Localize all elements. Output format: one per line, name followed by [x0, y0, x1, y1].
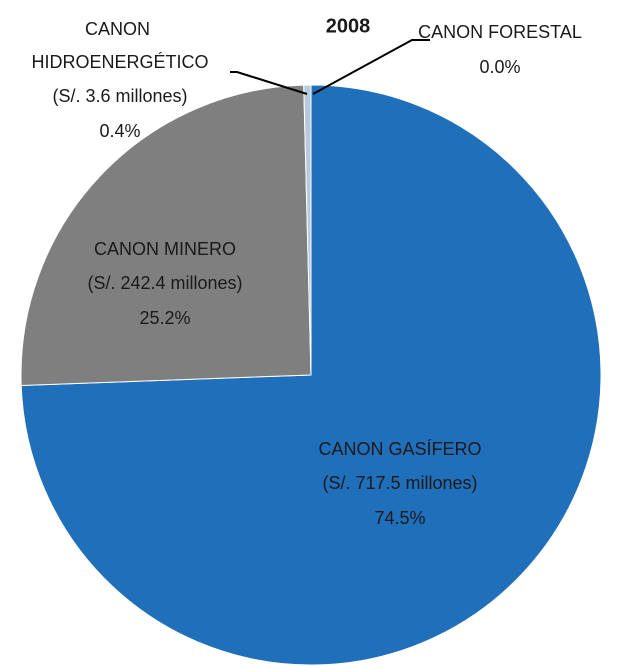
- leader-line: [312, 39, 430, 95]
- pie: [20, 84, 602, 666]
- slice-label: CANON MINERO: [94, 239, 236, 259]
- leader-line: [230, 71, 308, 95]
- pie-slice: [20, 84, 312, 386]
- amount-label: (S/. 242.4 millones): [87, 273, 242, 293]
- slice-label: CANON HIDROENERGÉTICO: [31, 19, 208, 72]
- slice-label: CANON GASÍFERO: [318, 439, 481, 459]
- slice-label: CANON FORESTAL: [418, 22, 582, 42]
- value-label: 0.4%: [99, 121, 140, 141]
- amount-label: (S/. 3.6 millones): [52, 86, 187, 106]
- value-label: 0.0%: [479, 57, 520, 77]
- chart-title: 2008: [326, 15, 371, 37]
- value-label: 25.2%: [139, 308, 190, 328]
- value-label: 74.5%: [374, 508, 425, 528]
- label-line: CANON: [85, 19, 155, 39]
- amount-label: (S/. 717.5 millones): [322, 473, 477, 493]
- label-line: HIDROENERGÉTICO: [31, 52, 208, 72]
